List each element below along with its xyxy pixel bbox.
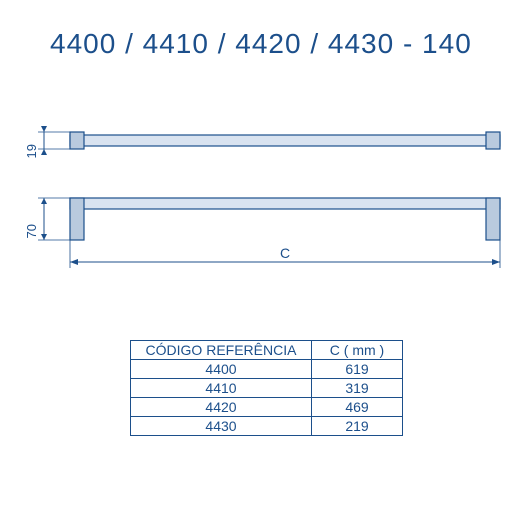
cell-c: 469 [312, 398, 403, 417]
frontview-side-left [70, 198, 84, 240]
cell-code: 4410 [131, 379, 312, 398]
technical-drawing: 19 70 C [0, 90, 530, 320]
cell-code: 4420 [131, 398, 312, 417]
frontview-height-label: 70 [24, 224, 39, 238]
table-row: 4400 619 [131, 360, 403, 379]
topview-bar [70, 135, 500, 146]
reference-table-wrap: CÓDIGO REFERÊNCIA C ( mm ) 4400 619 4410… [130, 340, 403, 436]
page-title: 4400 / 4410 / 4420 / 4430 - 140 [50, 28, 512, 60]
frontview-length-label: C [280, 245, 290, 261]
table-header-c: C ( mm ) [312, 341, 403, 360]
topview-height-label: 19 [24, 144, 39, 158]
table-header-code: CÓDIGO REFERÊNCIA [131, 341, 312, 360]
table-row: 4420 469 [131, 398, 403, 417]
frontview-side-right [486, 198, 500, 240]
reference-table: CÓDIGO REFERÊNCIA C ( mm ) 4400 619 4410… [130, 340, 403, 436]
cell-c: 219 [312, 417, 403, 436]
diagram-container: 4400 / 4410 / 4420 / 4430 - 140 19 70 [0, 0, 530, 530]
cell-c: 319 [312, 379, 403, 398]
topview-cap-left [70, 132, 84, 149]
table-header-row: CÓDIGO REFERÊNCIA C ( mm ) [131, 341, 403, 360]
topview-cap-right [486, 132, 500, 149]
table-row: 4430 219 [131, 417, 403, 436]
cell-code: 4430 [131, 417, 312, 436]
cell-code: 4400 [131, 360, 312, 379]
frontview-topbar [70, 198, 500, 209]
table-row: 4410 319 [131, 379, 403, 398]
cell-c: 619 [312, 360, 403, 379]
